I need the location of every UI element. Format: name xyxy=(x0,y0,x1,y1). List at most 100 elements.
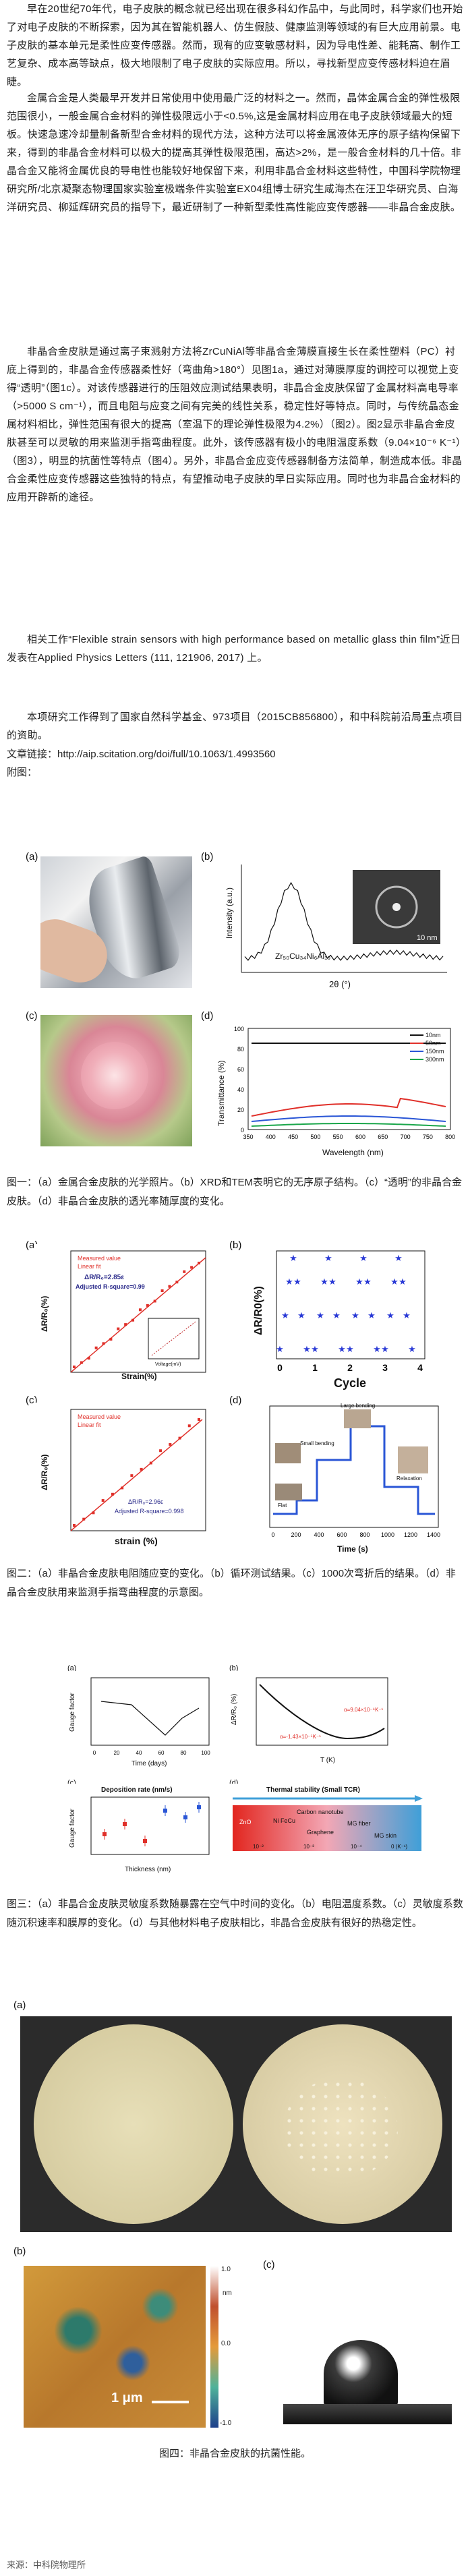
fig3d-thermal-stability: Thermal stability (Small TCR) ZnO Ni FeC… xyxy=(226,1784,428,1878)
fig3a-xtick: 100 xyxy=(201,1750,210,1756)
fig1d-xtick: 550 xyxy=(333,1134,343,1140)
fig2b-xlabel: Cycle xyxy=(334,1376,366,1390)
fig2d-xlabel: Time (s) xyxy=(337,1544,368,1554)
fig4-label-c: (c) xyxy=(263,2259,275,2271)
fig1b-xrd-curve xyxy=(244,881,444,961)
fig3d-axis-3: 0 (K⁻¹) xyxy=(391,1844,408,1850)
fig1d-frame xyxy=(247,1028,451,1130)
fig2d-photo-large xyxy=(344,1409,371,1428)
fig2a-legend-measured: Measured value xyxy=(78,1255,121,1262)
fig1b-scale-label: 10 nm xyxy=(417,934,438,942)
fig1d-legend-label: 300nm xyxy=(425,1056,444,1063)
fig4-scale-label: 1 μm xyxy=(111,2391,143,2405)
fig1d-series-line xyxy=(251,1115,446,1122)
fig1d-xtick: 700 xyxy=(401,1134,411,1140)
fig3c-deposition-plot: Deposition rate (nm/s) Thickness (nm) Ga… xyxy=(64,1784,219,1878)
fig2d-xtick: 200 xyxy=(291,1531,301,1538)
fig3c-point xyxy=(123,1822,127,1826)
cycle-point: ★ xyxy=(368,1310,376,1320)
cycle-point: ★ xyxy=(381,1344,389,1354)
cycle-point: ★ xyxy=(285,1277,293,1287)
fig4-cbar-min: -1.0 xyxy=(220,2420,232,2427)
paragraph-background: 金属合金是人类最早开发并日常使用中使用最广泛的材料之一。然而，晶体金属合金的弹性… xyxy=(7,92,461,213)
fig4-petri-dishes xyxy=(20,2016,452,2232)
measured-point xyxy=(92,1511,95,1515)
fig3a-xtick: 60 xyxy=(158,1750,165,1756)
fig1d-xtick: 500 xyxy=(310,1134,320,1140)
fig1b-xlabel: 2θ (°) xyxy=(329,979,351,989)
fig2-caption: 图二：（a）非晶合金皮肤电阻随应变的变化。（b）循环测试结果。（c）1000次弯… xyxy=(7,1568,456,1598)
cycle-point: ★ xyxy=(311,1344,319,1354)
cycle-point: ★ xyxy=(303,1344,311,1354)
measured-point xyxy=(109,1337,113,1341)
fig2d-ann-large: Large bending xyxy=(341,1403,375,1409)
fig4-caption: 图四：非晶合金皮肤的抗菌性能。 xyxy=(158,2448,311,2459)
fig2-label-b: (b) xyxy=(229,1239,242,1251)
measured-point xyxy=(94,1346,98,1349)
fig3b-frame xyxy=(256,1677,388,1746)
fig1b-ylabel: Intensity (a.u.) xyxy=(225,887,234,939)
fig2d-time-plot: Large bending Small bending Relaxation F… xyxy=(243,1399,445,1554)
fig3d-item-mgskin: MG skin xyxy=(374,1832,396,1839)
measured-point xyxy=(175,1281,179,1284)
fig3b-xlabel: T (K) xyxy=(320,1757,335,1764)
cycle-point: ★ xyxy=(373,1344,381,1354)
fig2d-xtick: 800 xyxy=(359,1531,370,1538)
measured-point xyxy=(178,1436,181,1440)
cycle-point: ★ xyxy=(386,1310,394,1320)
measured-point xyxy=(130,1474,134,1477)
fig1d-legend-label: 50nm xyxy=(425,1040,441,1047)
fig3d-axis-1: 10⁻³ xyxy=(303,1844,314,1850)
measured-point xyxy=(149,1461,152,1465)
fig1d-series-line xyxy=(251,1097,446,1117)
fig3d-item-zno: ZnO xyxy=(239,1819,252,1825)
fig3-label-b: (b) xyxy=(229,1664,239,1672)
fig1d-legend-label: 150nm xyxy=(425,1048,444,1055)
fig3b-ylabel: ΔR/R₀ (%) xyxy=(231,1694,238,1725)
fig3b-ann2: α=9.04×10⁻⁶K⁻¹ xyxy=(344,1707,384,1713)
fig2a-strain-plot: Measured value Linear fit ΔR/R₀=2.85ε Ad… xyxy=(34,1244,216,1396)
fig2b-frame xyxy=(276,1250,425,1359)
fig4-colorbar xyxy=(210,2266,218,2428)
fig2b-xtick: 2 xyxy=(347,1362,353,1373)
fig2a-r2: Adjusted R-square=0.99 xyxy=(76,1283,145,1290)
fig1-label-a: (a) xyxy=(26,851,38,862)
measured-point xyxy=(183,1270,186,1273)
fig3a-gauge-time-plot: 0 20 40 60 80 100 Time (days) Gauge factor xyxy=(64,1671,219,1772)
fig1d-ytick: 100 xyxy=(234,1026,244,1032)
fig1-transmittance-chart: 0 20 40 60 80 100 350 400 450 500 550 600 650 700 750… xyxy=(214,1015,461,1160)
fig2b-ylabel: ΔR/R0(%) xyxy=(253,1286,264,1335)
fig1d-xtick: 600 xyxy=(355,1134,365,1140)
measured-point xyxy=(102,1342,105,1345)
fig3d-item-graphene: Graphene xyxy=(307,1829,334,1836)
fig1d-ylabel: Transmittance (%) xyxy=(216,1060,226,1126)
fig2a-legend-fit: Linear fit xyxy=(78,1263,101,1270)
fig2c-legend-fit: Linear fit xyxy=(78,1422,101,1428)
fig3d-arrow-head xyxy=(415,1795,423,1802)
fig4-label-b: (b) xyxy=(13,2246,26,2257)
cycle-point: ★ xyxy=(346,1344,354,1354)
measured-point xyxy=(87,1357,90,1360)
fig2d-ann-flat: Flat xyxy=(278,1502,287,1509)
cycle-point: ★ xyxy=(403,1310,411,1320)
fig1d-xtick: 750 xyxy=(423,1134,433,1140)
fig3c-point xyxy=(143,1839,147,1843)
fig1d-series-line xyxy=(251,1123,446,1127)
measured-point xyxy=(198,1262,200,1264)
fig2c-ylabel: ΔR/R₀(%) xyxy=(40,1455,49,1490)
fig3c-point xyxy=(102,1832,107,1836)
fig1b-formula: Zr₅₀Cu₃₄Ni₆Al₁₀ xyxy=(275,952,330,961)
fig4-afm-image: 1 μm xyxy=(24,2266,206,2428)
fig1-caption: 图一：（a）金属合金皮肤的光学照片。（b）XRD和TEM表明它的无序原子结构。（… xyxy=(7,1177,463,1207)
fig1-label-b: (b) xyxy=(201,851,214,862)
fig1d-xtick: 400 xyxy=(266,1134,276,1140)
fig3b-curve xyxy=(259,1684,385,1740)
fig2a-inset-line xyxy=(151,1321,196,1356)
article-link[interactable]: 文章链接：http://aip.scitation.org/doi/full/1… xyxy=(7,749,276,760)
measured-point xyxy=(82,1517,86,1521)
fig1-photo-rose xyxy=(40,1015,192,1146)
cycle-point: ★ xyxy=(338,1344,346,1354)
fig2d-xtick: 0 xyxy=(271,1531,274,1538)
fig4-cbar-max: 1.0 xyxy=(221,2266,231,2273)
fig3d-axis-2: 10⁻⁴ xyxy=(351,1844,362,1850)
